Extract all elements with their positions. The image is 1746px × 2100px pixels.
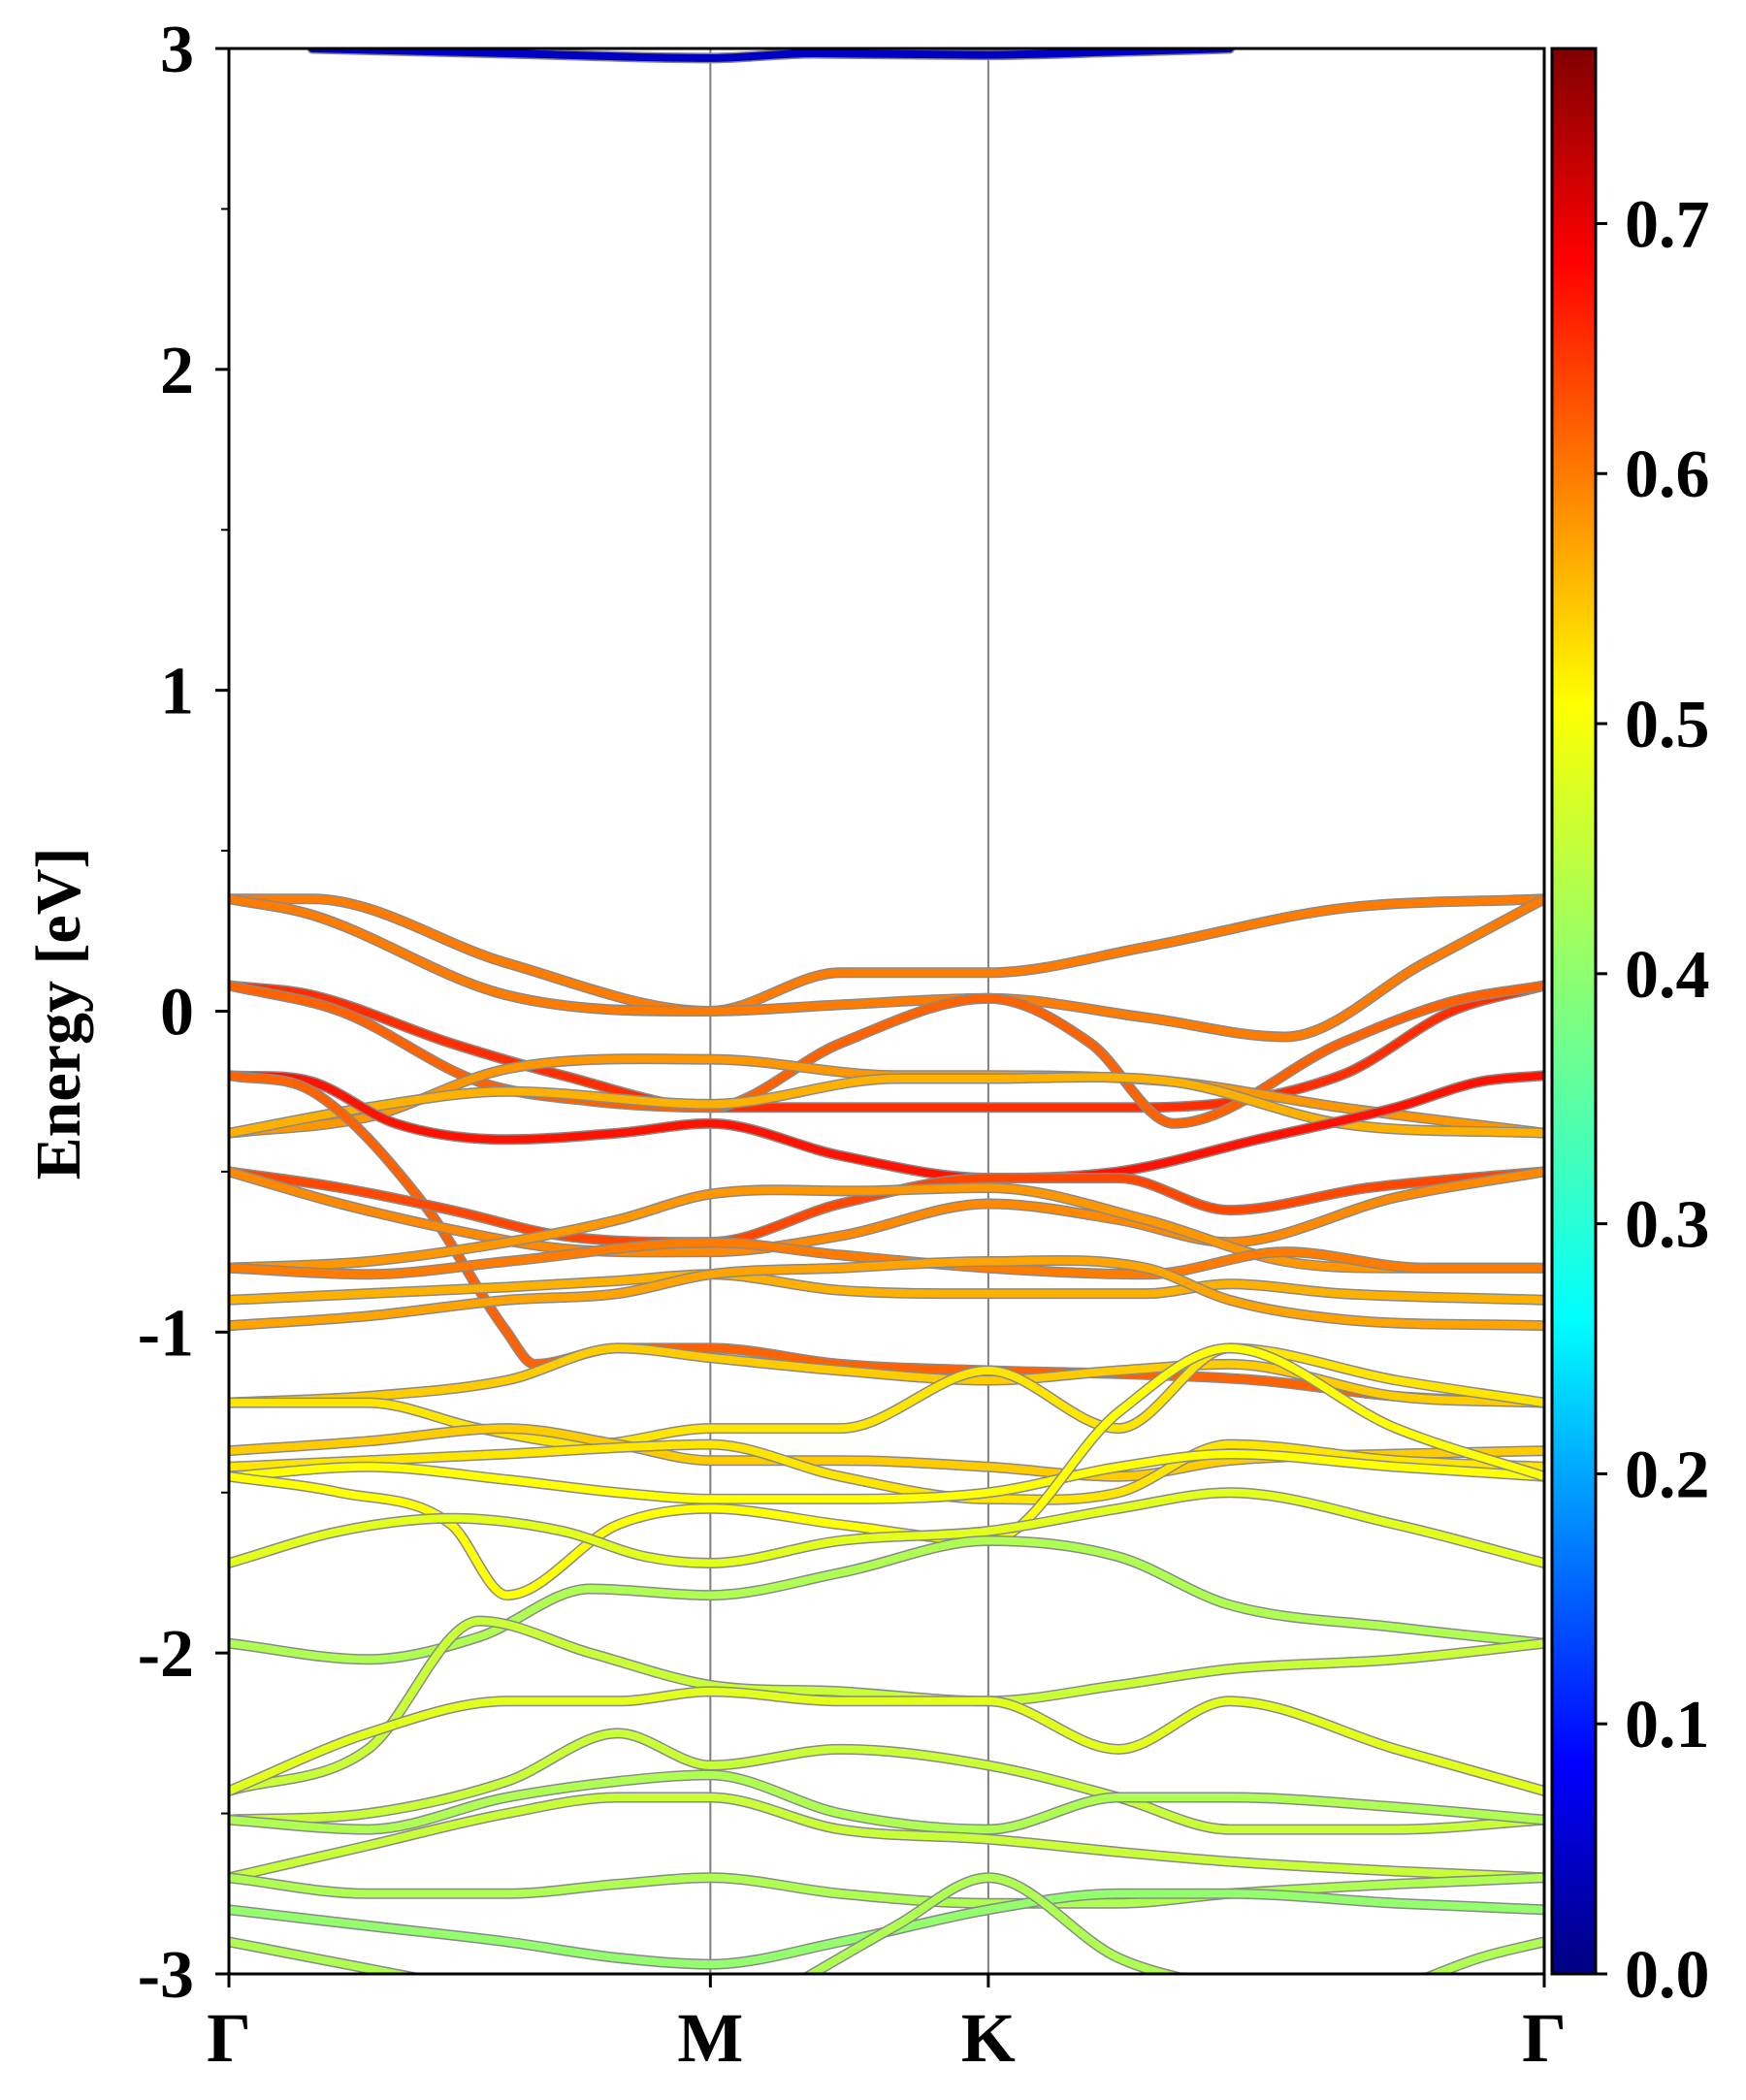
colorbar-tick-label-8: 0.7 <box>1625 187 1710 262</box>
band-4 <box>229 982 1544 1112</box>
band-17 <box>229 1343 1544 1449</box>
band-29 <box>229 1873 1544 1908</box>
colorbar-tick-label-6: 0.5 <box>1625 688 1710 762</box>
band-10 <box>229 1167 1544 1246</box>
y-axis: 3 2 1 0 -1 -2 -3 <box>138 13 229 2013</box>
band-24 <box>229 1617 1544 1795</box>
band-23 <box>229 1536 1544 1664</box>
band-14 <box>229 1270 1544 1305</box>
y-axis-label: Energy [eV] <box>23 848 94 1180</box>
colorbar-tick-label-3: 0.2 <box>1625 1438 1710 1512</box>
y-tick-label-5: -1 <box>138 1296 194 1371</box>
band-25 <box>229 1687 1544 1795</box>
colorbar-tick-label-1: 0.0 <box>1625 1938 1710 2013</box>
colorbar-gradient <box>1550 47 1598 1976</box>
colorbar-tick-label-4: 0.3 <box>1625 1188 1710 1263</box>
band-outline-2 <box>229 893 1544 1018</box>
y-tick-label-6: -2 <box>138 1617 194 1692</box>
colorbar-tick-label-5: 0.4 <box>1625 938 1710 1013</box>
colorbar-ticks: 0.0 0.1 0.2 0.3 0.4 0.5 0.6 0.7 <box>1596 187 1710 2013</box>
y-tick-label-2: 2 <box>160 334 194 408</box>
y-tick-label-7: -3 <box>138 1938 194 2013</box>
band-12 <box>229 1183 1544 1273</box>
band-3 <box>229 894 1544 1042</box>
colorbar-tick-label-2: 0.1 <box>1625 1688 1710 1762</box>
kpoint-label-3: K <box>961 1999 1016 2077</box>
colorbar: 0.0 0.1 0.2 0.3 0.4 0.5 0.6 0.7 <box>1550 47 1710 2013</box>
band-8 <box>229 1071 1544 1182</box>
band-2 <box>229 894 1544 1016</box>
band-7 <box>229 1073 1544 1138</box>
band-outline-25 <box>229 1686 1544 1796</box>
kpoint-label-4: Γ <box>1522 1999 1567 2077</box>
band-22 <box>229 1488 1544 1567</box>
band-32 <box>804 1873 1181 1974</box>
band-26 <box>229 1728 1544 1834</box>
band-31 <box>229 1937 417 1974</box>
band-28 <box>229 1793 1544 1882</box>
kpoint-label-1: Γ <box>207 1999 251 2077</box>
y-tick-label-3: 1 <box>160 655 194 729</box>
band-1 <box>308 48 1234 62</box>
colorbar-tick-label-7: 0.6 <box>1625 437 1710 512</box>
band-21 <box>229 1343 1544 1599</box>
band-20 <box>229 1449 1544 1503</box>
y-tick-label-1: 3 <box>160 13 194 87</box>
band-33 <box>1425 1937 1544 1974</box>
bands <box>229 48 1544 1974</box>
band-30 <box>229 1890 1544 1969</box>
band-15 <box>229 1256 1544 1330</box>
band-11 <box>229 1167 1544 1256</box>
y-tick-label-4: 0 <box>160 976 194 1050</box>
band-27 <box>229 1770 1544 1834</box>
band-19 <box>229 1440 1544 1504</box>
kpoint-label-2: M <box>677 1999 743 2077</box>
